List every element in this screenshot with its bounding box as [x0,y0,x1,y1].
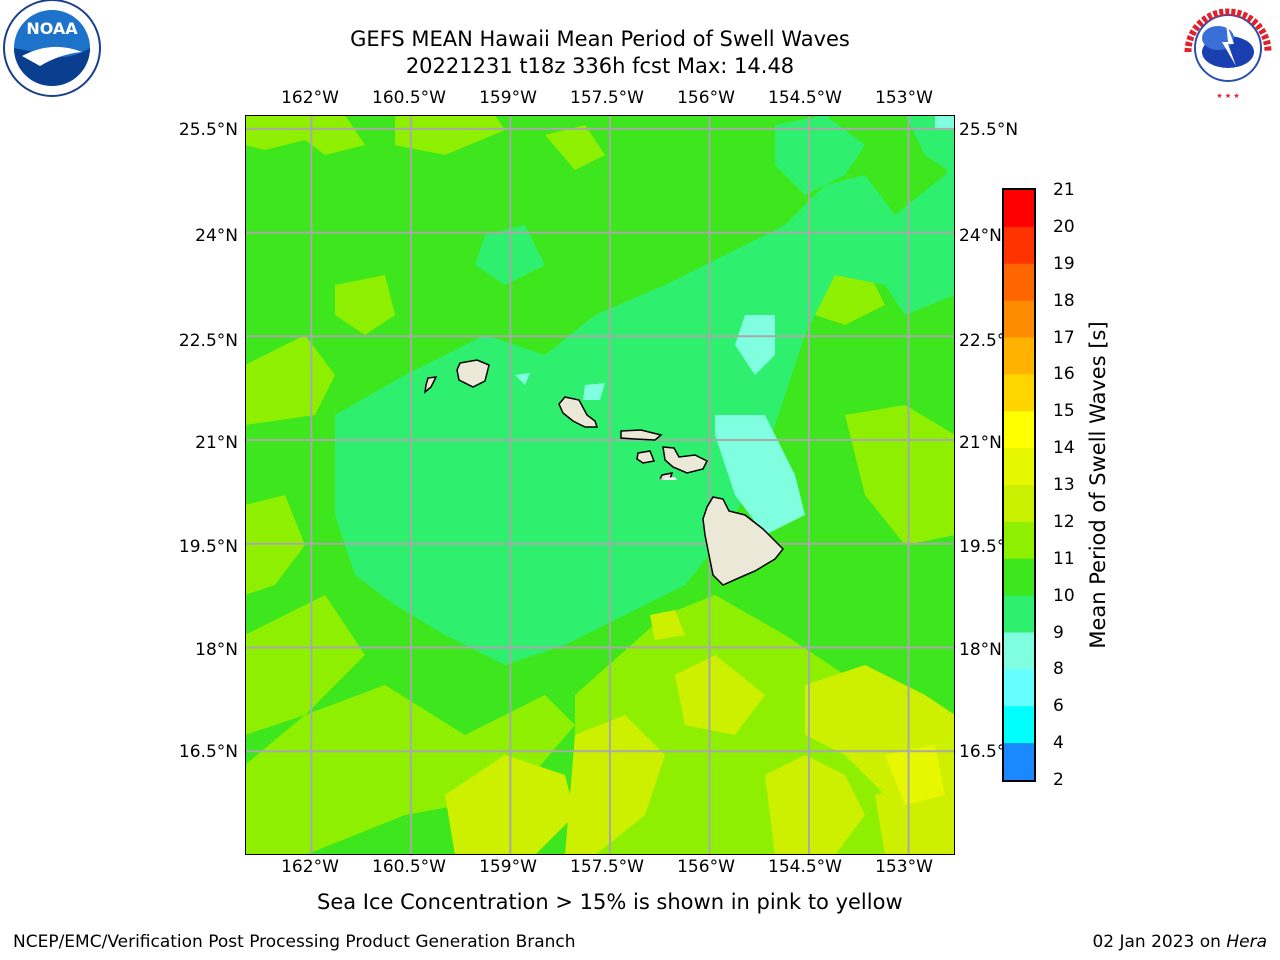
colorbar-segment [1004,263,1034,302]
lat-label: 21°N [959,433,1002,453]
colorbar-segment [1004,448,1034,486]
noaa-logo: NOAA [3,0,101,97]
colorbar-segment [1004,485,1034,523]
lat-label: 21°N [195,433,238,453]
lat-label: 24°N [195,226,238,246]
colorbar-tick-label: 15 [1053,401,1075,422]
island-oahu [558,396,599,428]
lon-label: 156°W [677,857,735,877]
sea-ice-note: Sea Ice Concentration > 15% is shown in … [317,890,903,914]
no-data-patches [657,477,677,480]
colorbar-tick-label: 16 [1053,364,1075,385]
national-weather-service-logo: ★ ★ ★ [1182,2,1274,100]
lon-label: 153°W [875,88,933,108]
lon-label: 160.5°W [372,88,446,108]
colorbar-segment [1004,521,1034,560]
lon-label: 157.5°W [570,857,644,877]
lon-label: 162°W [281,88,339,108]
footer-date-text: 02 Jan 2023 on [1092,932,1227,952]
lat-label: 19.5°N [178,537,238,557]
lon-label: 159°W [479,88,537,108]
lon-label: 154.5°W [768,857,842,877]
colorbar-segment [1004,190,1034,228]
lat-label: 16.5°N [178,742,238,762]
colorbar-label: Mean Period of Swell Waves [s] [1086,321,1110,649]
colorbar-tick-label: 21 [1053,180,1075,200]
svg-text:NOAA: NOAA [26,19,78,38]
colorbar-tick-label: 9 [1053,622,1064,643]
island-lanai [636,450,656,464]
footer-branch: NCEP/EMC/Verification Post Processing Pr… [13,932,576,952]
colorbar-segment [1004,226,1034,265]
lon-label: 156°W [677,88,735,108]
lon-label: 153°W [875,857,933,877]
map-title: GEFS MEAN Hawaii Mean Period of Swell Wa… [350,27,850,51]
colorbar-segment [1004,669,1034,707]
colorbar-tick-label: 11 [1053,548,1075,569]
colorbar-tick-label: 17 [1053,327,1075,348]
colorbar-tick-label: 4 [1053,733,1064,754]
colorbar-tick-label: 18 [1053,290,1075,311]
island-maui [662,446,709,474]
gridlines [245,115,955,855]
colorbar-segment [1004,706,1034,744]
colorbar-segment [1004,411,1034,449]
lat-label: 24°N [959,226,1002,246]
colorbar-segment [1004,595,1034,633]
islands [423,359,785,586]
lat-label: 25.5°N [178,120,238,140]
colorbar-tick-label: 6 [1053,696,1064,717]
island-kauai [456,359,490,388]
colorbar-segment [1004,558,1034,597]
island-molokai [620,429,663,441]
colorbar-tick-label: 10 [1053,585,1075,606]
colorbar-tick-label: 20 [1053,216,1075,237]
colorbar-tick-label: 12 [1053,511,1075,532]
colorbar-segment [1004,337,1034,375]
footer-host: Hera [1226,932,1267,952]
footer-date: 02 Jan 2023 on Hera [1092,932,1267,952]
lat-label: 22.5°N [178,331,238,351]
lon-label: 157.5°W [570,88,644,108]
colorbar-segment [1004,300,1034,338]
lon-label: 159°W [479,857,537,877]
map-subtitle-forecast: 20221231 t18z 336h fcst Max: 14.48 [405,54,795,78]
lon-label: 160.5°W [372,857,446,877]
svg-text:★ ★ ★: ★ ★ ★ [1216,92,1239,100]
island-hawaii [702,496,785,586]
lon-label: 162°W [281,857,339,877]
island-niihau [423,376,438,394]
colorbar-tick-label: 8 [1053,659,1064,680]
colorbar-segment [1004,632,1034,670]
colorbar-tick-label: 19 [1053,253,1075,274]
colorbar-tick-label: 13 [1053,475,1075,495]
colorbar-tick-label: 14 [1053,438,1075,459]
field-9-10 [515,115,955,535]
lat-label: 18°N [959,640,1002,660]
swell-period-map [245,115,955,855]
colorbar [1002,188,1036,782]
lat-label: 18°N [195,640,238,660]
lon-label: 154.5°W [768,88,842,108]
colorbar-segment [1004,374,1034,412]
colorbar-tick-label: 2 [1053,770,1064,790]
colorbar-segment [1004,743,1034,781]
field-14-15 [885,745,945,805]
lat-label: 25.5°N [959,120,1019,140]
